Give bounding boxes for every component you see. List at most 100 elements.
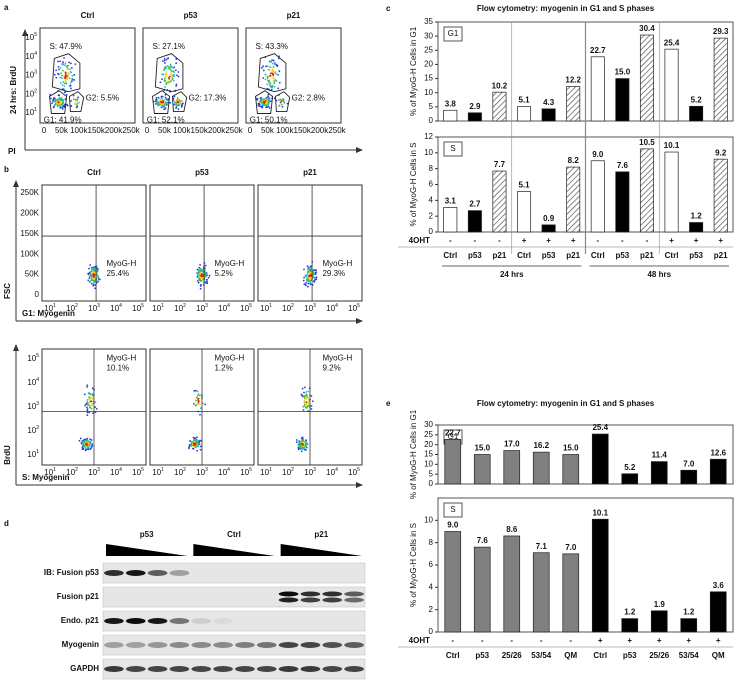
flow-event — [70, 87, 72, 90]
tick-exponent: 1 — [53, 467, 56, 473]
blot-strip — [102, 586, 366, 608]
lane-group-label: p21 — [314, 530, 328, 539]
bar — [650, 610, 668, 633]
flow-event — [282, 100, 285, 103]
y-tick-label: 104 — [25, 51, 37, 61]
value-label: 3.6 — [713, 581, 725, 590]
value-label: 25.4 — [592, 423, 608, 432]
x-tick-label: 103 — [304, 467, 316, 477]
flow-event — [57, 65, 60, 68]
tick-base: 10 — [174, 304, 183, 313]
blot-band — [191, 618, 212, 624]
flow-event — [155, 96, 158, 99]
flow-event — [160, 106, 163, 109]
bar — [541, 108, 556, 122]
x-tick-label: 25/26 — [649, 651, 670, 660]
tick-base: 10 — [132, 304, 141, 313]
flow-event — [271, 84, 273, 87]
blot-band — [235, 666, 255, 672]
treatment-mark: - — [474, 236, 477, 245]
flow-event — [195, 399, 197, 402]
chart-title: Flow cytometry: myogenin in G1 and S pha… — [477, 4, 655, 13]
flow-event — [207, 276, 210, 279]
tick-exponent: 4 — [227, 467, 230, 473]
value-label: 5.2 — [691, 95, 703, 104]
blot-strip — [102, 658, 366, 680]
flow-event — [158, 97, 160, 100]
value-label: 7.0 — [683, 459, 695, 468]
flow-event — [165, 104, 167, 107]
flow-event — [164, 107, 167, 109]
flow-event — [275, 63, 278, 66]
tick-exponent: 1 — [53, 303, 56, 309]
flow-event — [163, 68, 166, 70]
gate-s — [154, 53, 184, 93]
x-tick-label: p21 — [640, 251, 654, 260]
flow-event — [165, 73, 168, 76]
flow-event — [92, 266, 95, 269]
bar — [709, 458, 727, 485]
tick-exponent: 4 — [335, 303, 338, 309]
value-label: 15.0 — [474, 444, 490, 453]
x-tick-label: p21 — [566, 251, 580, 260]
y-tick-label: 8 — [429, 164, 434, 173]
flow-event — [89, 438, 91, 441]
tick-base: 10 — [25, 108, 34, 117]
blot-band — [322, 591, 343, 597]
flow-event — [193, 389, 196, 392]
flow-event — [64, 64, 66, 67]
flow-event — [62, 70, 65, 73]
blot-band — [344, 597, 364, 603]
flow-event — [86, 411, 89, 414]
flow-event — [272, 79, 275, 82]
tick-exponent: 4 — [335, 467, 338, 473]
tick-exponent: 3 — [205, 303, 208, 309]
y-tick-label: 101 — [27, 449, 39, 459]
flow-event — [307, 282, 310, 285]
flow-event — [265, 65, 267, 68]
x-tick-label: Ctrl — [446, 651, 460, 660]
tick-base: 10 — [152, 304, 161, 313]
y-tick-label: 4 — [429, 582, 434, 591]
flow-event — [277, 99, 280, 101]
blot-label: Endo. p21 — [61, 616, 100, 625]
treatment-mark: + — [694, 236, 699, 245]
treatment-mark: + — [686, 636, 691, 645]
flow-event — [295, 439, 298, 441]
flow-event — [87, 279, 90, 282]
blot-band — [278, 666, 299, 672]
flow-event — [196, 436, 198, 439]
flow-event — [306, 265, 309, 268]
flow-event — [199, 413, 201, 416]
flow-event — [161, 95, 164, 98]
flow-event — [94, 401, 97, 403]
tick-exponent: 2 — [75, 303, 78, 309]
treatment-mark: - — [569, 636, 572, 645]
flow-event — [269, 82, 272, 85]
flow-event — [280, 103, 283, 106]
flow-event — [90, 407, 93, 410]
lane-group-label: Ctrl — [227, 530, 241, 539]
flow-event — [271, 72, 273, 75]
flow-event — [91, 387, 94, 390]
y-tick-label: 103 — [27, 401, 39, 411]
flow-event — [262, 77, 265, 79]
flow-event — [84, 404, 86, 407]
flow-event — [199, 394, 201, 397]
flow-event — [78, 439, 81, 442]
x-tick-label: 104 — [110, 303, 122, 313]
blot-band — [322, 642, 343, 648]
x-tick-label: 102 — [282, 467, 294, 477]
bar — [492, 91, 507, 122]
flow-event — [279, 101, 282, 104]
x-tick-label: 200k — [208, 126, 226, 135]
tick-base: 10 — [27, 426, 36, 435]
flow-event — [300, 450, 303, 453]
flow-event — [195, 404, 198, 406]
blot-band — [300, 666, 321, 672]
gate-label: MyoG-H — [322, 353, 352, 362]
blot-band — [278, 642, 299, 648]
tick-exponent: 5 — [357, 303, 360, 309]
x-tick-label: p53 — [475, 651, 489, 660]
x-tick-label: 200k — [311, 126, 329, 135]
